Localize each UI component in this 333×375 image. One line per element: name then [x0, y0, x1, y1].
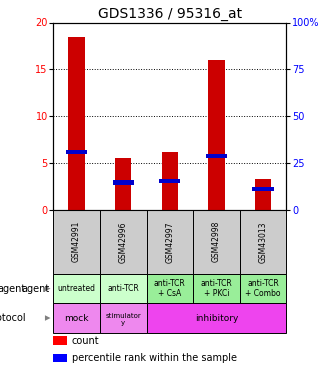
Text: anti-TCR
+ Combo: anti-TCR + Combo: [245, 279, 281, 298]
Bar: [162, 152, 178, 210]
Bar: [66, 150, 87, 154]
Text: untreated: untreated: [58, 284, 96, 293]
Bar: [240, 274, 286, 303]
Bar: [252, 187, 274, 191]
Text: GSM42996: GSM42996: [119, 221, 128, 262]
Text: protocol: protocol: [0, 313, 25, 323]
Bar: [147, 210, 193, 274]
Bar: [100, 303, 147, 333]
Text: agent: agent: [0, 284, 25, 294]
Text: anti-TCR: anti-TCR: [107, 284, 139, 293]
Text: anti-TCR
+ CsA: anti-TCR + CsA: [154, 279, 186, 298]
Bar: [53, 274, 100, 303]
Text: inhibitory: inhibitory: [195, 314, 238, 322]
Text: percentile rank within the sample: percentile rank within the sample: [72, 353, 237, 363]
Text: GSM42997: GSM42997: [165, 221, 174, 262]
Text: anti-TCR
+ PKCi: anti-TCR + PKCi: [200, 279, 232, 298]
Bar: [115, 158, 131, 210]
Bar: [255, 179, 271, 210]
Bar: [147, 303, 286, 333]
Bar: [100, 274, 147, 303]
Bar: [147, 274, 193, 303]
Bar: [53, 303, 100, 333]
Bar: [53, 210, 100, 274]
Text: stimulator
y: stimulator y: [105, 313, 141, 326]
Bar: [113, 180, 134, 184]
Bar: [208, 60, 225, 210]
Text: GSM42991: GSM42991: [72, 221, 81, 262]
Bar: [53, 336, 67, 345]
Text: mock: mock: [64, 314, 89, 322]
Text: count: count: [72, 336, 100, 346]
Title: GDS1336 / 95316_at: GDS1336 / 95316_at: [98, 8, 242, 21]
Bar: [100, 210, 147, 274]
Bar: [240, 210, 286, 274]
Bar: [193, 210, 240, 274]
Bar: [159, 178, 180, 183]
Text: GSM43013: GSM43013: [258, 221, 268, 262]
Text: GSM42998: GSM42998: [212, 221, 221, 262]
Bar: [206, 154, 227, 159]
Bar: [193, 274, 240, 303]
Bar: [69, 36, 85, 210]
Text: agent: agent: [22, 284, 50, 294]
Bar: [53, 354, 67, 362]
